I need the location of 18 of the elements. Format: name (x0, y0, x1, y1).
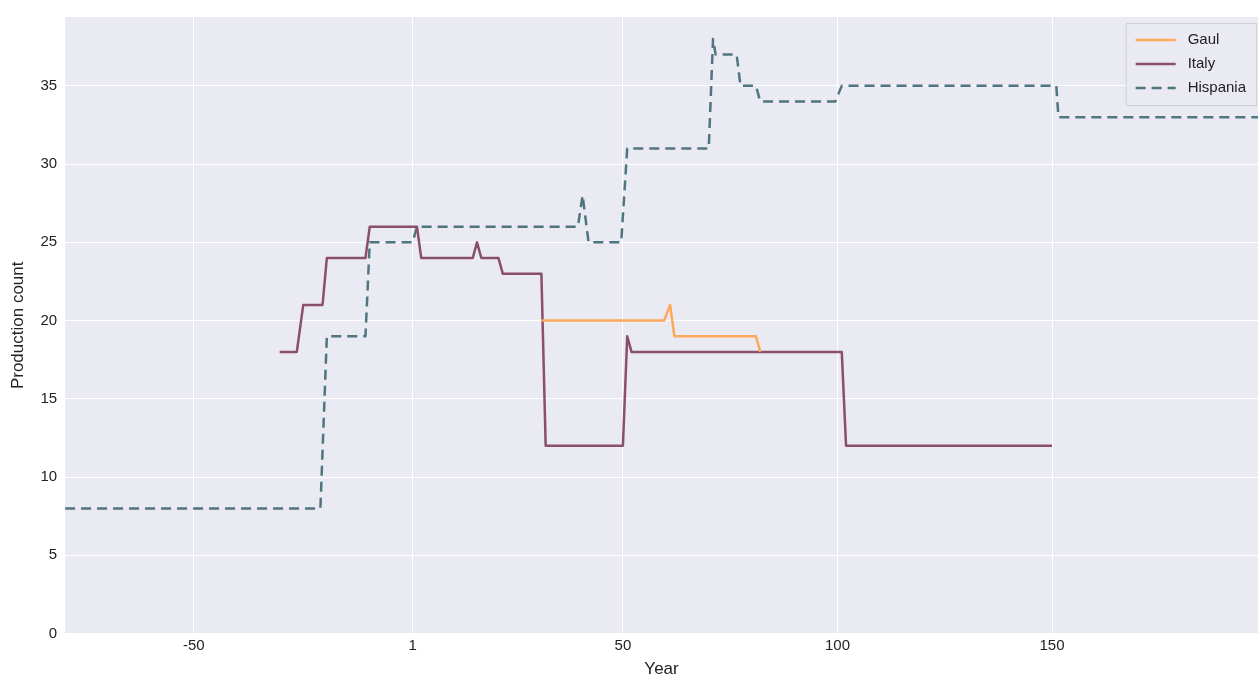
y-tick-label: 10 (40, 467, 58, 485)
y-axis-title: Production count (7, 261, 27, 390)
y-tick-label: 15 (40, 388, 58, 406)
y-tick-label: 35 (40, 76, 58, 93)
legend-label: Hispania (1187, 78, 1247, 96)
x-tick-label: 100 (824, 635, 850, 653)
legend-label: Gaul (1187, 30, 1220, 48)
y-tick-label: 30 (40, 154, 58, 172)
y-tick-label: 25 (40, 232, 58, 250)
x-tick-label: 1 (408, 635, 417, 653)
x-tick-label: -50 (182, 635, 205, 653)
y-tick-label: 5 (48, 545, 58, 563)
x-tick-label: 150 (1039, 635, 1065, 653)
x-tick-label: 50 (614, 635, 632, 653)
y-tick-label: 20 (40, 310, 58, 328)
x-axis-title: Year (644, 659, 680, 679)
y-tick-label: 0 (48, 623, 58, 641)
legend-label: Italy (1187, 54, 1216, 72)
